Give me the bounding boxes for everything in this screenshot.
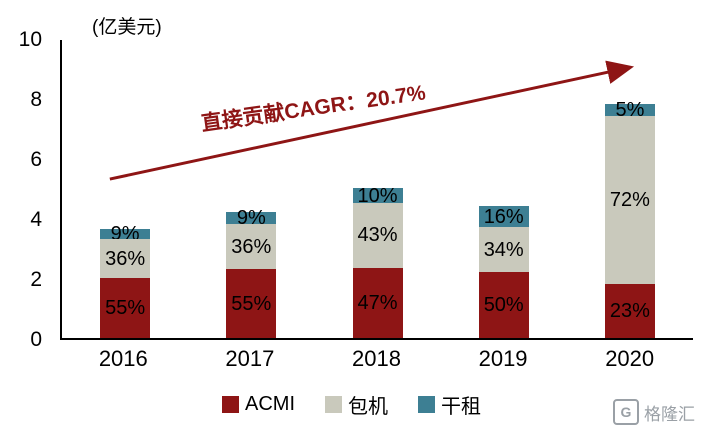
- bars-container: 9% 36% 55% 9% 36% 55% 10% 43% 47% 16% 34% 50% 5% 72% 2…: [62, 40, 693, 338]
- bar-segment: 55%: [100, 278, 151, 338]
- segment-percent-label: 72%: [609, 189, 650, 211]
- bar-segment: 16%: [478, 205, 529, 228]
- bar-segment: 72%: [604, 116, 655, 284]
- bar-segment: 55%: [226, 269, 277, 338]
- y-tick-label: 8: [30, 88, 42, 111]
- legend-item: 干租: [418, 390, 481, 419]
- bar-segment: 34%: [478, 227, 529, 272]
- bar-segment: 23%: [604, 284, 655, 338]
- bar-segment: 10%: [352, 184, 403, 207]
- legend-item: ACMI: [222, 390, 295, 419]
- bar-slot: 9% 36% 55%: [62, 40, 188, 338]
- segment-percent-label: 10%: [357, 184, 398, 207]
- y-tick-label: 4: [30, 208, 42, 231]
- x-category-label: 2016: [98, 346, 148, 371]
- bar-segment: 5%: [604, 100, 655, 120]
- bar-segment: 43%: [352, 203, 403, 268]
- segment-percent-label: 36%: [105, 247, 146, 270]
- stacked-bar: 10% 43% 47%: [352, 184, 403, 338]
- segment-percent-label: 34%: [483, 238, 524, 261]
- bar-slot: 5% 72% 23%: [567, 40, 693, 338]
- plot-area: 9% 36% 55% 9% 36% 55% 10% 43% 47% 16% 34% 50% 5% 72% 2…: [60, 40, 693, 340]
- segment-percent-label: 47%: [357, 291, 398, 314]
- segment-percent-label: 43%: [357, 224, 398, 247]
- bar-segment: 50%: [478, 272, 529, 338]
- bar-segment: 36%: [226, 224, 277, 269]
- logo-text: 格隆汇: [644, 404, 695, 424]
- segment-percent-label: 23%: [609, 300, 650, 322]
- y-tick-label: 2: [30, 268, 42, 291]
- x-category-label: 2018: [352, 346, 401, 371]
- bar-slot: 10% 43% 47%: [314, 40, 440, 338]
- bar-segment: 9%: [100, 224, 151, 244]
- y-tick-label: 0: [30, 328, 42, 351]
- segment-percent-label: 9%: [110, 222, 140, 245]
- legend-item: 包机: [325, 390, 388, 419]
- segment-percent-label: 55%: [231, 292, 272, 315]
- segment-percent-label: 9%: [236, 207, 266, 229]
- bar-slot: 16% 34% 50%: [441, 40, 567, 338]
- stacked-bar: 9% 36% 55%: [100, 224, 151, 338]
- legend-swatch: [222, 396, 239, 413]
- y-tick-label: 10: [18, 28, 42, 51]
- stacked-bar: 16% 34% 50%: [478, 205, 529, 338]
- y-tick-label: 6: [30, 148, 42, 171]
- legend-label: ACMI: [245, 393, 295, 415]
- stacked-bar: 5% 72% 23%: [604, 100, 655, 338]
- legend-label: 包机: [348, 396, 388, 418]
- axis-unit-label: (亿美元): [92, 17, 162, 38]
- bar-segment: 9%: [226, 208, 277, 228]
- bar-slot: 9% 36% 55%: [188, 40, 314, 338]
- segment-percent-label: 50%: [483, 294, 524, 316]
- segment-percent-label: 55%: [105, 297, 146, 319]
- legend-label: 干租: [441, 396, 481, 418]
- y-axis-ticks: 0 2 4 6 8 10: [0, 28, 50, 351]
- legend: ACMI 包机 干租: [0, 390, 703, 419]
- logo-icon: G: [613, 399, 639, 425]
- x-category-label: 2020: [605, 346, 655, 371]
- x-category-label: 2017: [225, 346, 275, 371]
- stacked-bar: 9% 36% 55%: [226, 208, 277, 338]
- segment-percent-label: 16%: [483, 205, 524, 228]
- legend-swatch: [325, 396, 342, 413]
- legend-swatch: [418, 396, 435, 413]
- x-category-label: 2019: [478, 346, 528, 371]
- bar-segment: 36%: [100, 239, 151, 278]
- segment-percent-label: 36%: [231, 235, 272, 258]
- gelonghui-logo: G 格隆汇: [613, 399, 695, 425]
- x-axis-labels: 2016 2017 2018 2019 2020: [60, 346, 693, 372]
- bar-segment: 47%: [352, 267, 403, 338]
